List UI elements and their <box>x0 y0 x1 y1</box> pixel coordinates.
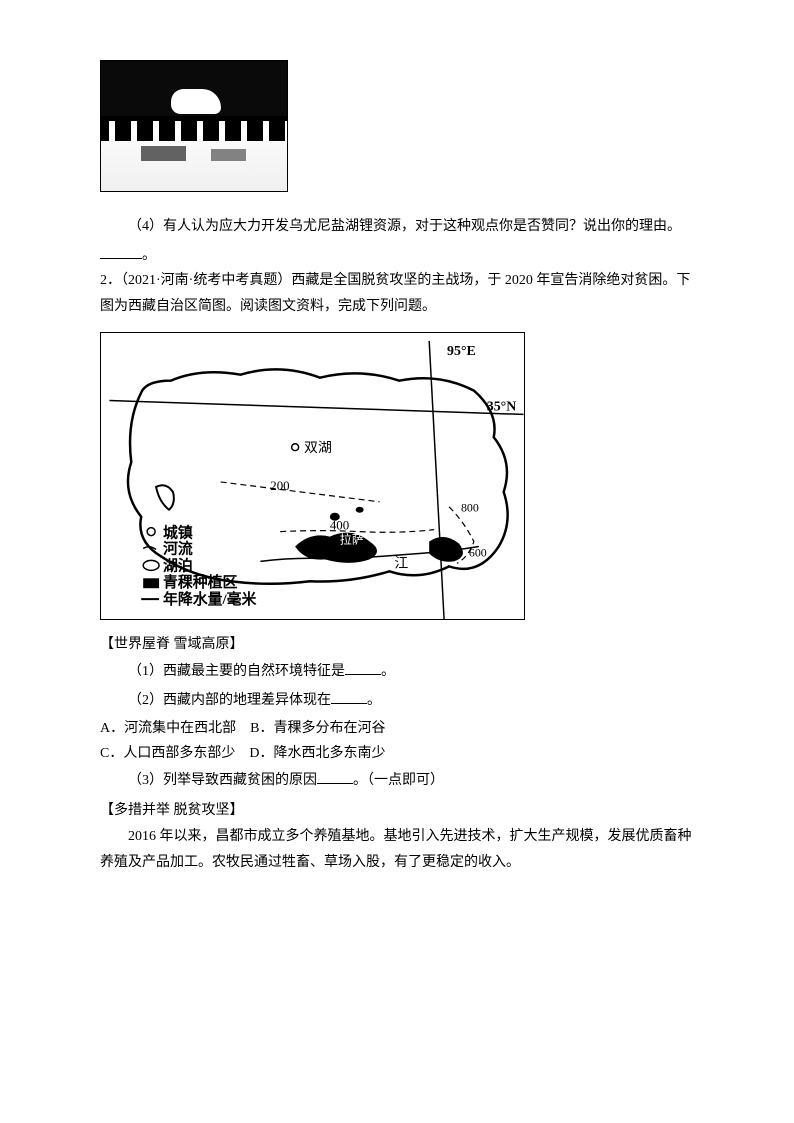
svg-text:城镇: 城镇 <box>163 524 193 542</box>
map-legend: 城镇 河流 湖泊 青稞种植区 年降水量/毫米 <box>141 524 256 609</box>
answer-blank-4: 。 <box>100 242 694 269</box>
passage-text: 2016 年以来，昌都市成立多个养殖基地。基地引入先进技术，扩大生产规模，发展优… <box>100 824 694 876</box>
sub-q2: （2）西藏内部的地理差异体现在。 <box>100 687 694 714</box>
question-4-text: （4）有人认为应大力开发乌尤尼盐湖锂资源，对于这种观点你是否赞同？说出你的理由。 <box>100 214 694 240</box>
svg-text:河流: 河流 <box>163 540 193 558</box>
tibet-map: 95°E 35°N 双湖 200 400 600 800 拉萨 江 城镇 河流 … <box>100 332 525 620</box>
section-1-title: 【世界屋脊 雪域高原】 <box>100 632 694 658</box>
isohyet-200: 200 <box>270 479 289 493</box>
isohyet-400: 400 <box>330 519 349 533</box>
salt-lake-image <box>100 60 288 192</box>
svg-text:湖泊: 湖泊 <box>163 557 193 575</box>
city-shuanghu: 双湖 <box>304 440 332 456</box>
river-label: 江 <box>394 556 408 572</box>
svg-text:年降水量/毫米: 年降水量/毫米 <box>163 590 257 608</box>
sub-q3: （3）列举导致西藏贫困的原因。（一点即可） <box>100 767 694 794</box>
city-lhasa: 拉萨 <box>340 533 364 547</box>
options-row-2: C．人口西部多东部少 D．降水西北多东南少 <box>100 741 694 767</box>
svg-text:青稞种植区: 青稞种植区 <box>163 573 237 591</box>
question-2-intro: 2．（2021·河南·统考中考真题）西藏是全国脱贫攻坚的主战场，于 2020 年… <box>100 268 694 320</box>
options-row-1: A．河流集中在西北部 B．青稞多分布在河谷 <box>100 716 694 742</box>
lon-label: 95°E <box>447 344 476 359</box>
sub-q1: （1）西藏最主要的自然环境特征是。 <box>100 658 694 685</box>
isohyet-800: 800 <box>461 501 479 515</box>
section-2-title: 【多措并举 脱贫攻坚】 <box>100 798 694 824</box>
